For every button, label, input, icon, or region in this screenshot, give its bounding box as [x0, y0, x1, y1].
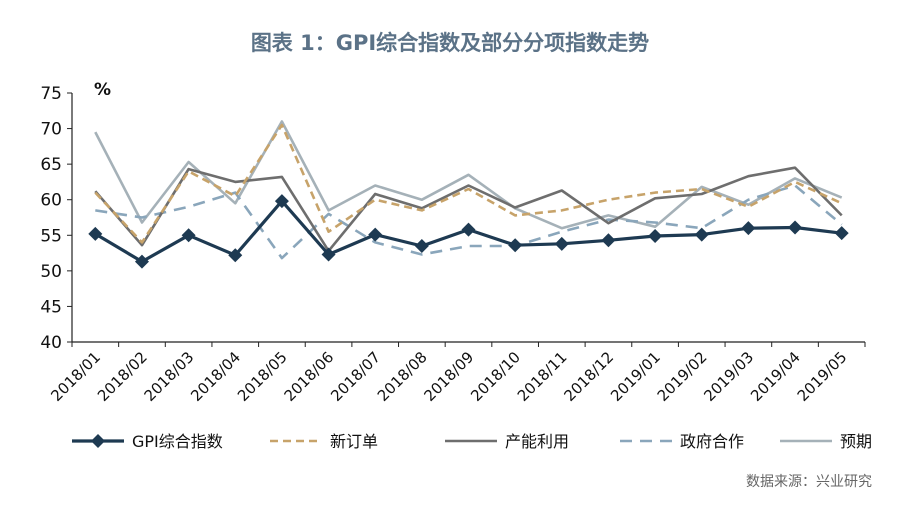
x-tick-label: 2019/04 [747, 348, 804, 405]
y-tick-label: 40 [40, 333, 62, 353]
series-point [694, 227, 709, 242]
series-point [554, 236, 569, 251]
series-point [648, 228, 663, 243]
series-point [834, 226, 849, 241]
series-point [601, 233, 616, 248]
y-tick-label: 55 [40, 226, 62, 246]
legend-marker [91, 434, 105, 448]
x-tick-label: 2018/09 [421, 348, 478, 405]
x-tick-label: 2019/05 [794, 348, 851, 405]
legend-label-1: 新订单 [330, 432, 378, 451]
series-point [414, 238, 429, 253]
series-point [741, 221, 756, 236]
y-tick-label: 75 [40, 84, 62, 104]
y-tick-label: 50 [40, 262, 62, 282]
x-tick-label: 2018/05 [234, 348, 291, 405]
series-point [134, 254, 149, 269]
x-tick-label: 2018/08 [374, 348, 431, 405]
y-unit-label: % [94, 80, 111, 100]
x-tick-label: 2018/07 [327, 348, 384, 405]
axes: 40455055606570752018/012018/022018/03201… [40, 84, 866, 405]
legend: GPI综合指数 新订单 产能利用 政府合作 预期 [72, 432, 872, 451]
series-line-4 [94, 120, 843, 230]
series-layer [88, 120, 849, 269]
legend-label-2: 产能利用 [505, 432, 569, 451]
series-point [508, 238, 523, 253]
y-tick-label: 60 [40, 191, 62, 211]
series-point [181, 228, 196, 243]
series-point [368, 227, 383, 242]
chart-title: 图表 1：GPI综合指数及部分分项指数走势 [251, 31, 649, 55]
x-tick-label: 2018/02 [94, 348, 151, 405]
series-point [88, 226, 103, 241]
series-line-1 [94, 123, 843, 244]
y-tick-label: 45 [40, 297, 62, 317]
x-tick-label: 2018/03 [141, 348, 198, 405]
series-point [228, 248, 243, 263]
y-tick-label: 70 [40, 120, 62, 140]
series-point [321, 247, 336, 262]
source-note: 数据来源：兴业研究 [746, 474, 872, 490]
series-point [461, 222, 476, 237]
series-line-3 [95, 184, 843, 260]
y-tick-label: 65 [40, 155, 62, 175]
x-tick-label: 2019/01 [607, 348, 664, 405]
x-tick-label: 2019/02 [654, 348, 711, 405]
series-point [788, 220, 803, 235]
x-tick-label: 2018/04 [187, 348, 244, 405]
legend-label-4: 预期 [840, 432, 872, 451]
legend-label-0: GPI综合指数 [132, 432, 223, 451]
x-tick-label: 2018/01 [47, 348, 104, 405]
series-point [274, 194, 289, 209]
series-line-2 [94, 166, 843, 253]
x-tick-label: 2018/06 [281, 348, 338, 405]
legend-label-3: 政府合作 [680, 432, 744, 451]
x-tick-label: 2018/12 [560, 348, 617, 405]
x-tick-label: 2018/10 [467, 348, 524, 405]
x-tick-label: 2019/03 [700, 348, 757, 405]
x-tick-label: 2018/11 [514, 348, 571, 405]
